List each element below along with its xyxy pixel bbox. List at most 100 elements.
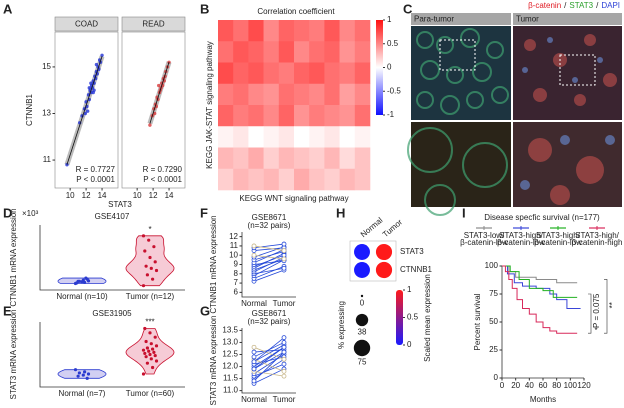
colorbar-tick-label: -1 [387, 110, 395, 119]
heatmap-cell [278, 147, 295, 170]
y-axis-title: CTNNB1 [25, 93, 34, 126]
x-tick-label: 20 [511, 381, 520, 390]
point [152, 350, 156, 354]
heatmap-cell [294, 147, 310, 170]
y-tick-label: 0 [494, 373, 499, 382]
point [251, 252, 257, 258]
point [84, 276, 88, 280]
legend-part: STAT3 [569, 1, 593, 10]
microscopy-images [407, 26, 622, 216]
x-tick-label: 40 [525, 381, 534, 390]
y-tick-label: 11 [43, 155, 52, 164]
point [281, 241, 287, 247]
dot [375, 261, 393, 279]
point [148, 255, 152, 260]
facet-title: READ [142, 20, 164, 29]
y-tick-label: 8 [234, 269, 239, 278]
panel-label: D [3, 205, 12, 220]
axis [241, 232, 296, 298]
dot [354, 262, 370, 278]
heatmap-cell [218, 126, 234, 148]
x-tick-label: 60 [539, 381, 548, 390]
annotation: R = 0.7727 [76, 165, 116, 174]
pair-line [253, 243, 285, 249]
heatmap-cell [233, 168, 249, 191]
heatmap-cell [248, 83, 264, 106]
y-tick-label: 6 [234, 287, 239, 296]
heatmap-cell [263, 126, 280, 148]
heatmap-cell [354, 126, 371, 148]
heatmap-cell [324, 168, 340, 191]
heatmap-cell [248, 62, 264, 85]
point [153, 353, 157, 358]
pair-line [253, 356, 285, 365]
heatmap-cell [248, 41, 264, 63]
heatmap-cell [248, 168, 264, 191]
legend-label: STAT3-high/β-catenin-low [534, 231, 582, 247]
chart-title: GSE8671 [252, 309, 287, 318]
heatmap-cell [354, 147, 371, 170]
heatmap-cell [233, 126, 249, 148]
x-tick-label: 100 [564, 381, 578, 390]
point [65, 163, 69, 167]
heatmap-cell [294, 83, 310, 106]
heatmap-cell [354, 20, 371, 42]
facet-strip [121, 16, 186, 32]
x-tick-label: Normal [241, 395, 267, 404]
panel-label: H [336, 205, 345, 220]
y-tick-label: 15 [42, 62, 51, 71]
colorbar-tick-label: 0 [387, 63, 392, 72]
heatmap-cell [263, 41, 280, 63]
bracket [588, 293, 592, 334]
legend-label: STAT3-high/β-catenin-low [497, 231, 545, 247]
point [148, 352, 152, 357]
point [141, 372, 146, 376]
size-legend-dot [353, 339, 371, 357]
image-header [513, 13, 622, 25]
point [149, 266, 153, 270]
point [281, 361, 287, 367]
colorbar [396, 290, 403, 345]
heatmap-cell [233, 147, 249, 170]
point [251, 349, 257, 355]
point [87, 86, 91, 90]
heatmap-cell [248, 147, 264, 170]
heatmap-cell [278, 168, 295, 191]
heatmap-cell [324, 126, 340, 148]
legend-part: β-catenin [528, 1, 561, 10]
point [148, 123, 152, 127]
heatmap-cell [248, 105, 264, 127]
axis [241, 328, 296, 394]
survival-curve [502, 265, 581, 310]
column-label: Tumor [381, 217, 405, 239]
heatmap-cell [339, 41, 356, 63]
chart-subtitle: (n=32 pairs) [248, 221, 291, 230]
heatmap-cell [309, 105, 325, 127]
heatmap-cell [294, 20, 310, 42]
x-axis-title: KEGG WNT signaling pathway [239, 194, 348, 203]
heatmap-cell [324, 105, 340, 127]
point [281, 373, 287, 379]
heatmap-cell [278, 83, 295, 106]
point [145, 273, 149, 277]
heatmap-cell [278, 126, 295, 148]
heatmap-cell [218, 62, 234, 85]
heatmap-cell [339, 62, 356, 85]
point [151, 365, 155, 370]
point [77, 371, 81, 375]
heatmap-cell [309, 147, 325, 170]
survival-curve [502, 265, 578, 334]
point [94, 62, 99, 67]
chart-title: Disease specfic survival (n=177) [484, 213, 600, 222]
x-tick-label: Tumor (n=60) [126, 389, 175, 398]
pair-line [253, 337, 285, 363]
x-axis-title: STAT3 [108, 200, 132, 209]
heatmap-cell [218, 105, 234, 127]
image-label: Tumor [516, 15, 539, 24]
heatmap-cell [278, 105, 295, 127]
heatmap-cell [278, 20, 295, 42]
point [141, 284, 146, 288]
legend-label: STAT3-high/β-catenin-high [572, 231, 623, 247]
colorbar [376, 20, 383, 115]
